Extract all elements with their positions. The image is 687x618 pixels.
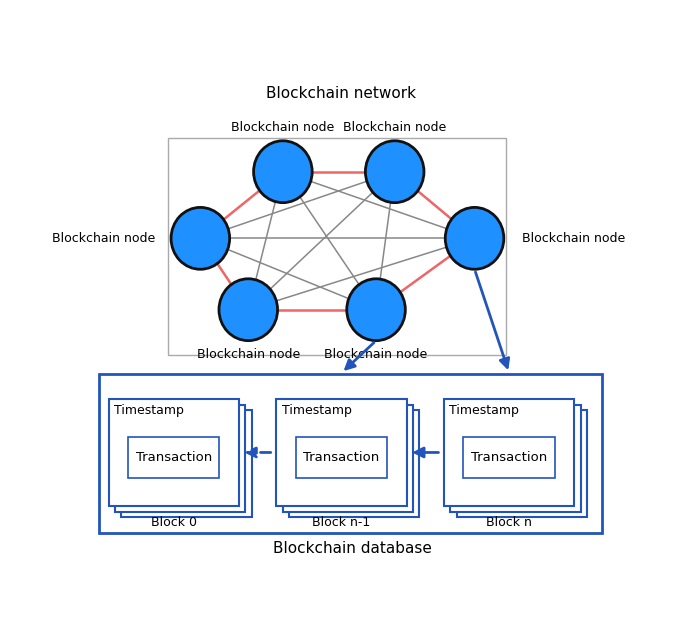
Bar [282, 405, 413, 512]
Bar [122, 410, 251, 517]
Bar [99, 374, 602, 533]
Bar [128, 437, 219, 478]
Bar [289, 410, 420, 517]
Bar [457, 410, 587, 517]
Text: Blockchain node: Blockchain node [196, 348, 300, 361]
Ellipse shape [219, 279, 278, 341]
Ellipse shape [445, 208, 504, 269]
Text: Timestamp: Timestamp [114, 404, 183, 417]
Text: Block 0: Block 0 [150, 515, 196, 528]
Text: Timestamp: Timestamp [282, 404, 352, 417]
Text: Block n: Block n [486, 515, 532, 528]
Text: Blockchain network: Blockchain network [267, 86, 416, 101]
Text: Timestamp: Timestamp [449, 404, 519, 417]
Text: Transaction: Transaction [135, 451, 212, 464]
Bar [276, 399, 407, 506]
Text: Blockchain node: Blockchain node [523, 232, 626, 245]
Bar [296, 437, 387, 478]
Ellipse shape [365, 141, 424, 203]
Bar [444, 399, 574, 506]
Text: Transaction: Transaction [304, 451, 379, 464]
Text: Blockchain node: Blockchain node [52, 232, 155, 245]
Text: Block n-1: Block n-1 [313, 515, 370, 528]
Bar [464, 437, 555, 478]
Ellipse shape [347, 279, 405, 341]
Text: Blockchain node: Blockchain node [343, 121, 447, 133]
Bar [115, 405, 245, 512]
Bar [109, 399, 239, 506]
Text: Blockchain node: Blockchain node [324, 348, 428, 361]
Ellipse shape [254, 141, 312, 203]
Bar [168, 138, 506, 355]
Bar [450, 405, 581, 512]
Text: Transaction: Transaction [471, 451, 548, 464]
Text: Blockchain database: Blockchain database [273, 541, 431, 556]
Ellipse shape [171, 208, 229, 269]
Text: Blockchain node: Blockchain node [232, 121, 335, 133]
